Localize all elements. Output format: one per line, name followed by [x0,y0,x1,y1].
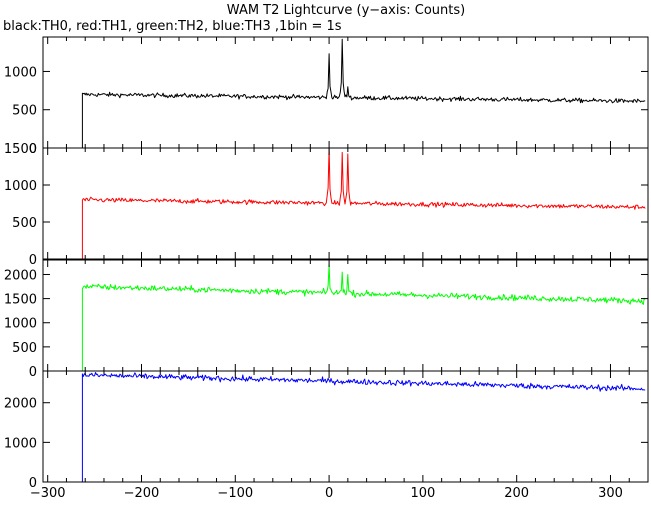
x-tick-label: 0 [325,486,333,501]
x-tick-label: 100 [410,486,435,501]
y-tick-label: 1500 [4,293,37,308]
series-line-th3 [43,372,646,483]
x-tick-label: 300 [598,486,623,501]
panel-th2: 0 500 1000 1500 2000 [4,259,649,380]
y-tick-label: 500 [12,216,37,231]
chart-title: WAM T2 Lightcurve (y−axis: Counts) [227,3,465,18]
panels: 0500100005001000150005001000150020000100… [4,36,649,501]
series-line-th1 [43,147,646,260]
y-tick-label: 0 [29,365,37,380]
panel-frame-th1 [42,147,649,260]
y-tick-label: 500 [12,341,37,356]
y-tick-label: 500 [12,104,37,119]
y-tick-label: 0 [29,476,37,491]
panel-frame-th2 [42,259,649,372]
y-tick-label: 2000 [4,397,37,412]
x-tick-label: −100 [217,486,253,501]
series-line-th2 [43,264,646,372]
x-tick-label: 200 [504,486,529,501]
y-tick-label: 0 [29,253,37,268]
panel-frame-th0 [42,36,649,149]
y-tick-label: 1000 [4,317,37,332]
y-tick-label: 1000 [4,436,37,451]
y-tick-label: 1500 [4,142,37,157]
y-tick-label: 2000 [4,268,37,283]
panel-th3: 0 1000 2000 [4,370,649,491]
x-tick-label: −300 [30,486,66,501]
panel-frame-th3 [42,370,649,483]
panel-th0: 0 500 1000 [4,36,649,157]
x-tick-label: −200 [124,486,160,501]
series-line-th0 [43,38,646,149]
y-tick-label: 1000 [4,65,37,80]
panel-th1: 0 500 1000 1500 [4,142,649,268]
y-tick-label: 1000 [4,179,37,194]
y-tick-label: 0 [29,142,37,157]
chart-subtitle: black:TH0, red:TH1, green:TH2, blue:TH3 … [3,19,342,34]
